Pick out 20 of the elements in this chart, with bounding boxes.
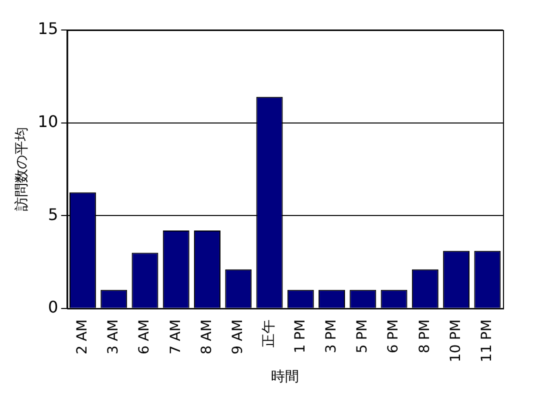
y-tick-label: 10 — [38, 112, 58, 131]
y-tick-label: 15 — [38, 19, 58, 38]
x-axis-title: 時間 — [271, 369, 300, 386]
x-tick-label: 7 AM — [168, 319, 184, 354]
x-tick-label: 10 PM — [448, 319, 464, 362]
x-tick-label: 3 PM — [323, 319, 340, 354]
x-tick-label: 3 AM — [105, 319, 122, 354]
y-tick-label: 0 — [48, 298, 58, 317]
x-tick-label: 5 PM — [354, 319, 371, 354]
y-tick-label: 5 — [48, 204, 58, 224]
x-tick-label: 11 PM — [479, 319, 496, 362]
x-tick-label: 6 PM — [386, 319, 402, 354]
x-tick-label: 8 PM — [416, 319, 433, 354]
x-tick-label: 2 AM — [74, 319, 90, 354]
x-tick-label: 9 AM — [230, 319, 246, 354]
x-tick-label: 正午 — [261, 319, 278, 348]
x-tick-label: 1 PM — [292, 319, 308, 354]
y-axis-title: 訪問数の平均 — [14, 127, 30, 212]
x-tick-label: 8 AM — [198, 319, 215, 354]
x-tick-label: 6 AM — [136, 319, 153, 354]
